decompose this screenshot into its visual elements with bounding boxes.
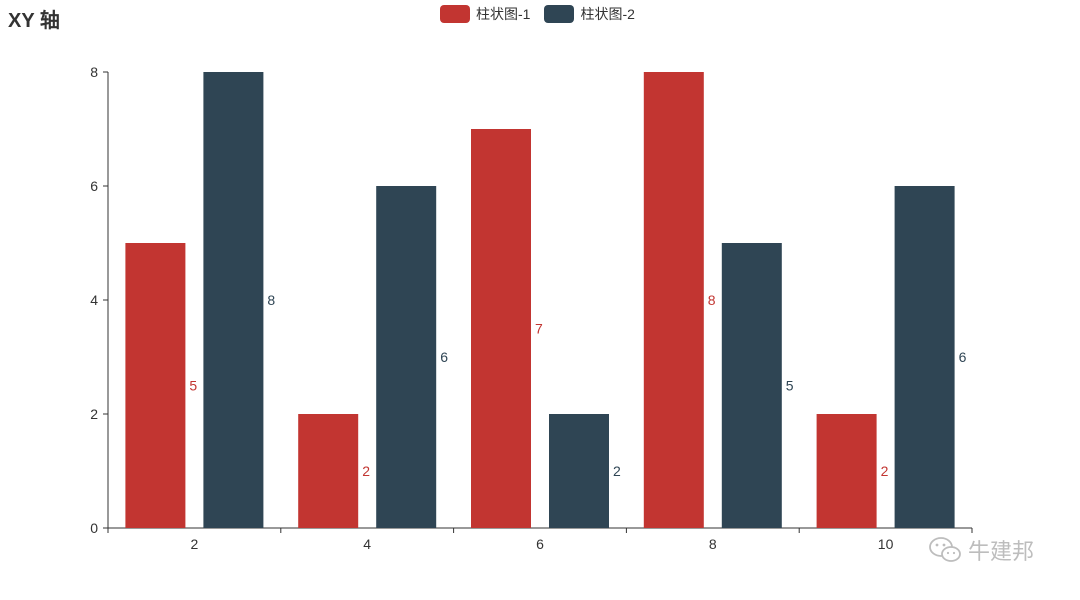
data-label-series-1: 2: [881, 463, 889, 479]
x-tick-label: 10: [878, 536, 894, 552]
wechat-icon: [929, 537, 961, 562]
y-tick-label: 4: [90, 292, 98, 308]
bar-series-2: [376, 186, 437, 528]
watermark: 牛建邦: [928, 534, 1034, 566]
legend-item-series-1[interactable]: 柱状图-1: [440, 4, 530, 24]
y-tick-label: 0: [90, 520, 98, 536]
data-label-series-2: 2: [613, 463, 621, 479]
x-tick-label: 2: [191, 536, 199, 552]
data-label-series-2: 6: [440, 349, 448, 365]
bar-series-2: [203, 72, 264, 528]
bar-series-1: [471, 129, 531, 528]
legend-item-series-2[interactable]: 柱状图-2: [544, 4, 635, 24]
bar-series-1: [298, 414, 359, 528]
bar-series-1: [643, 72, 704, 528]
legend-label-series-2: 柱状图-2: [580, 6, 635, 22]
legend: 柱状图-1 柱状图-2: [440, 4, 635, 24]
data-label-series-2: 6: [959, 349, 967, 365]
data-label-series-1: 8: [708, 292, 716, 308]
bar-series-2: [549, 414, 609, 528]
bar-series-2: [894, 186, 955, 528]
data-label-series-1: 2: [362, 463, 370, 479]
chart-title: XY 轴: [8, 10, 60, 32]
y-tick-label: 6: [90, 178, 98, 194]
data-label-series-1: 7: [535, 321, 543, 337]
bar-series-1: [816, 414, 877, 528]
x-tick-label: 4: [363, 536, 371, 552]
legend-swatch-series-1: [440, 5, 470, 23]
legend-label-series-1: 柱状图-1: [476, 6, 531, 22]
legend-swatch-series-2: [544, 5, 575, 23]
bar-series-2: [721, 243, 782, 528]
data-label-series-2: 5: [786, 378, 794, 394]
y-tick-label: 8: [90, 64, 98, 80]
y-tick-label: 2: [90, 406, 98, 422]
data-label-series-2: 8: [267, 292, 275, 308]
watermark-text: 牛建邦: [968, 540, 1035, 565]
data-label-series-1: 5: [189, 378, 197, 394]
bar-series-1: [125, 243, 186, 528]
x-tick-label: 6: [536, 536, 544, 552]
x-tick-label: 8: [709, 536, 717, 552]
